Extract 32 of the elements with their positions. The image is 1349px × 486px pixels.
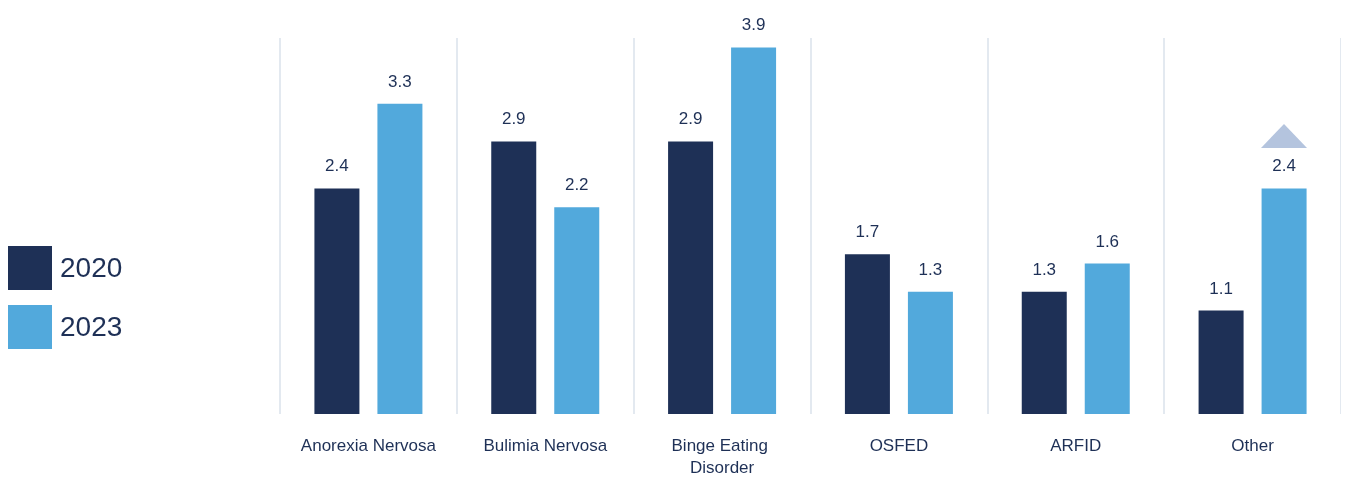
bar	[314, 188, 360, 414]
data-label: 1.3	[918, 259, 943, 279]
bar	[907, 291, 953, 414]
data-label: 1.7	[855, 222, 880, 242]
bar	[1084, 263, 1130, 414]
bar	[491, 141, 537, 414]
bar	[1021, 291, 1067, 414]
legend-label: 2023	[60, 311, 123, 343]
bar	[844, 254, 890, 414]
bar	[1261, 188, 1307, 414]
data-label: 2.9	[678, 109, 703, 129]
bar	[554, 207, 600, 414]
data-label: 1.3	[1032, 259, 1057, 279]
data-label: 2.9	[501, 109, 526, 129]
bar	[668, 141, 714, 414]
x-tick-label: Other	[1231, 435, 1275, 455]
x-tick-label: ARFID	[1050, 435, 1102, 455]
data-label: 2.4	[1272, 156, 1296, 176]
data-label: 2.2	[564, 175, 589, 195]
x-tick-label: Bulimia Nervosa	[483, 435, 608, 455]
legend-label: 2020	[60, 252, 123, 284]
data-label: 3.3	[388, 71, 412, 91]
x-tick-label: Anorexia Nervosa	[300, 435, 437, 455]
x-tick-label: Binge Eating Disorder	[671, 435, 773, 477]
data-label: 1.1	[1209, 278, 1233, 298]
bar	[1198, 310, 1244, 414]
data-label: 3.9	[741, 15, 766, 35]
x-tick-label: OSFED	[869, 435, 929, 455]
data-label: 2.4	[325, 156, 349, 176]
bar	[377, 103, 423, 414]
data-label: 1.6	[1095, 231, 1120, 251]
bar	[731, 47, 777, 414]
